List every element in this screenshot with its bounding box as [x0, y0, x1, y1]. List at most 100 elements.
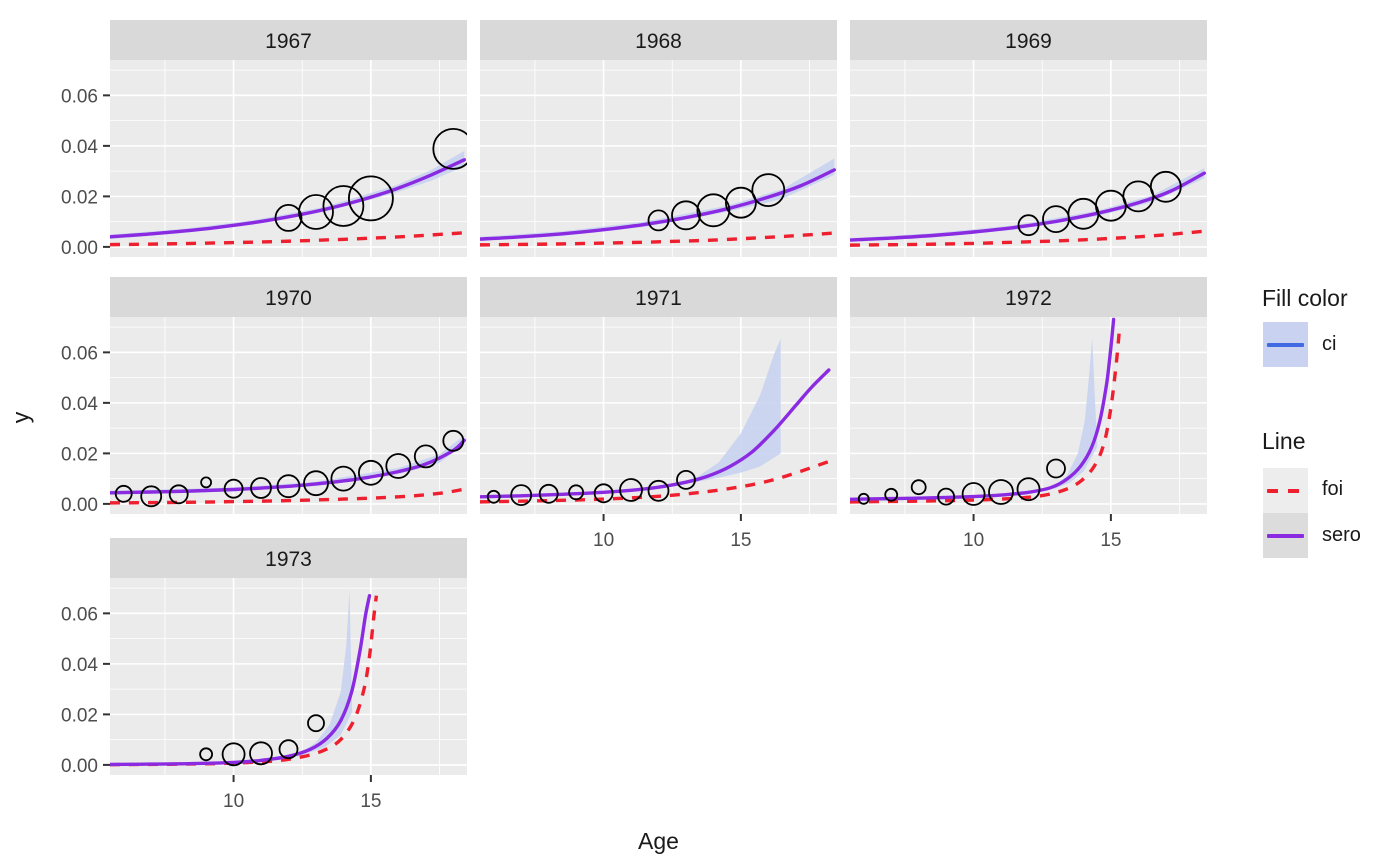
y-axis-tick-label: 0.02 [61, 444, 98, 465]
facet-strip [110, 277, 467, 317]
y-axis-tick-label: 0.04 [61, 655, 98, 676]
data-point [619, 478, 643, 502]
y-axis-title: y [7, 411, 34, 424]
data-point [884, 487, 899, 502]
legend-label-ci: ci [1322, 333, 1337, 355]
data-point [647, 479, 670, 502]
y-axis-tick-label: 0.06 [61, 86, 98, 107]
data-point [961, 482, 986, 506]
facet-label: 1968 [635, 30, 682, 53]
sero-line [110, 158, 466, 239]
data-point [671, 200, 701, 231]
x-axis-title: Age [638, 828, 679, 854]
facet-strip [480, 277, 837, 317]
data-point [1046, 458, 1066, 479]
data-point [1017, 214, 1040, 237]
data-point [725, 186, 757, 219]
legend-key-sero [1263, 513, 1308, 558]
panel-background [480, 317, 837, 514]
sero-line [110, 594, 372, 767]
x-axis-tick-label: 15 [730, 530, 751, 551]
x-axis-tick-label: 10 [223, 791, 244, 812]
panel-background [850, 60, 1207, 257]
data-point [140, 485, 163, 508]
sero-line [110, 438, 466, 495]
data-point [413, 444, 438, 469]
data-point [114, 484, 133, 503]
data-point [357, 459, 384, 486]
data-point [276, 474, 301, 499]
legend-label-foi: foi [1322, 478, 1344, 500]
sero-line-sample-icon [1267, 533, 1304, 538]
x-axis-tick-label: 10 [963, 530, 984, 551]
data-point [510, 484, 533, 507]
panel-content [110, 60, 467, 257]
facet-strip [850, 20, 1207, 60]
facet-label: 1969 [1005, 30, 1052, 53]
foi-line [480, 459, 830, 504]
panel-background [110, 60, 467, 257]
legend-label-sero: sero [1322, 524, 1361, 546]
data-point [221, 742, 246, 767]
panel-content [110, 578, 467, 775]
data-point [250, 477, 272, 499]
data-point [223, 478, 244, 499]
data-point [330, 465, 357, 492]
y-axis-tick-label: 0.00 [61, 495, 98, 516]
x-axis-tick-label: 15 [1100, 530, 1121, 551]
ci-ribbon [299, 590, 353, 756]
data-point [347, 175, 394, 222]
y-axis-tick-label: 0.06 [61, 604, 98, 625]
foi-line-sample-icon [1267, 488, 1304, 493]
panel-background [110, 578, 467, 775]
panel-content [850, 317, 1207, 514]
data-point [538, 483, 559, 504]
facet-label: 1971 [635, 287, 682, 310]
data-point [593, 483, 614, 504]
data-point [199, 747, 214, 762]
data-point [676, 469, 696, 490]
data-point [432, 128, 467, 170]
facet-strip [480, 20, 837, 60]
x-axis-tick-label: 10 [593, 530, 614, 551]
facet-label: 1973 [265, 548, 312, 571]
data-point [486, 489, 501, 504]
panel-content [480, 60, 837, 257]
data-point [937, 487, 955, 506]
data-point [303, 470, 329, 497]
data-point [274, 203, 303, 232]
y-axis-tick-label: 0.00 [61, 756, 98, 777]
data-point [200, 476, 213, 489]
facet-label: 1970 [265, 287, 312, 310]
data-point [696, 193, 731, 228]
legend-key-foi [1263, 468, 1308, 513]
legend-fill-title: Fill color [1262, 285, 1348, 311]
legend-line-title: Line [1262, 428, 1306, 454]
y-axis-tick-label: 0.04 [61, 137, 98, 158]
data-point [647, 209, 670, 232]
legend-key-ci [1263, 322, 1308, 367]
data-point [988, 479, 1014, 505]
sero-line [480, 168, 836, 241]
data-point [568, 484, 584, 501]
panel-background [850, 317, 1207, 514]
x-axis-tick-label: 15 [360, 791, 381, 812]
data-point [385, 453, 412, 479]
foi-line [110, 487, 465, 505]
panel-content [850, 60, 1207, 257]
data-point [249, 741, 273, 766]
data-point [857, 492, 870, 505]
facet-label: 1967 [265, 30, 312, 53]
data-point [442, 429, 465, 452]
data-point [751, 173, 786, 208]
data-point [1016, 477, 1041, 502]
y-axis-tick-label: 0.06 [61, 343, 98, 364]
panel-content [110, 317, 467, 514]
y-axis-tick-label: 0.00 [61, 238, 98, 259]
data-point [1149, 170, 1182, 203]
data-point [278, 739, 299, 760]
panel-background [110, 317, 467, 514]
data-point [298, 194, 334, 230]
data-point [910, 479, 927, 496]
